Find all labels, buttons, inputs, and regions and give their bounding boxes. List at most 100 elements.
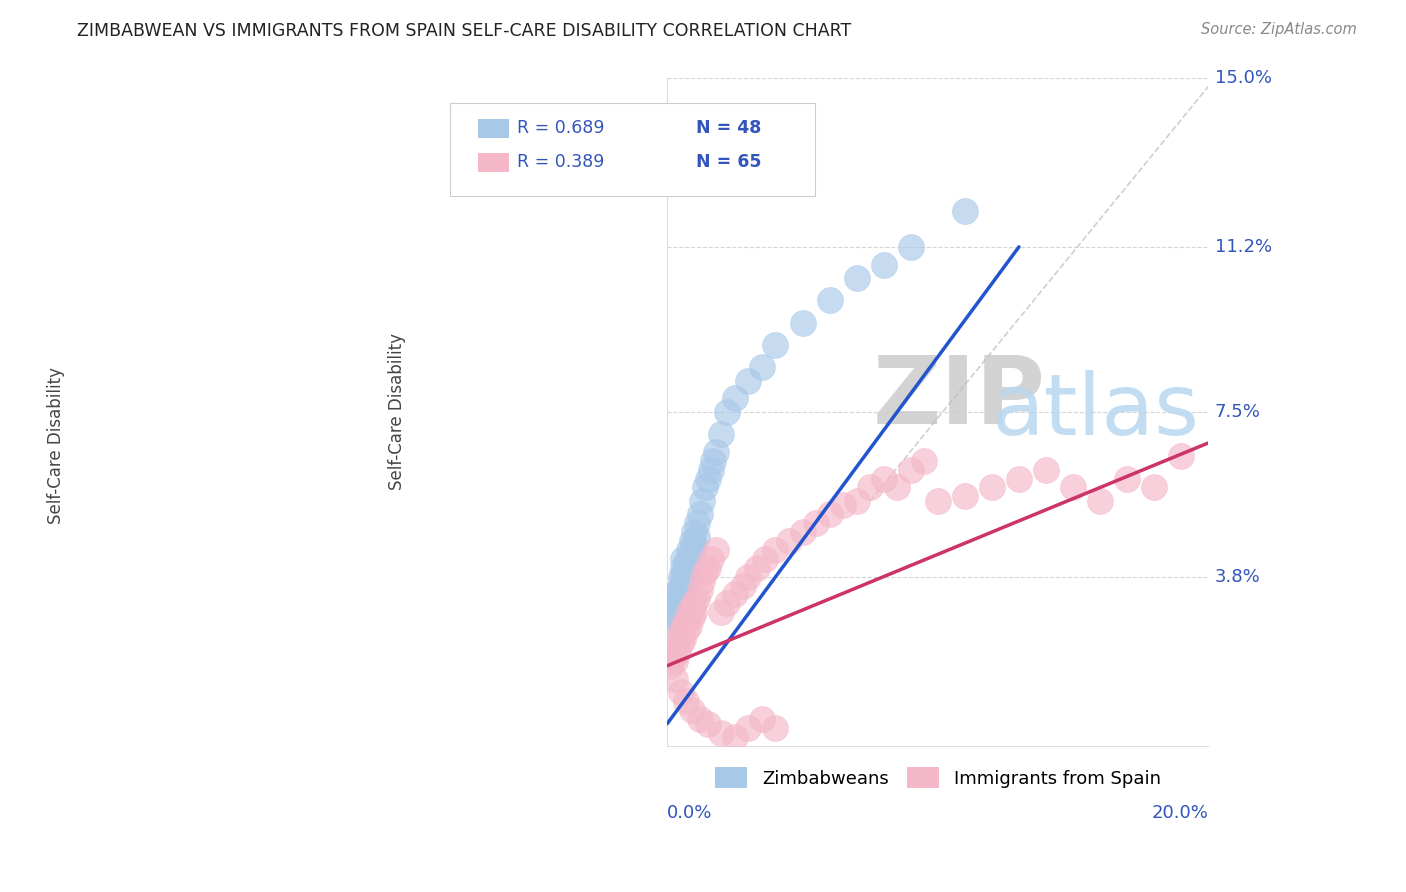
Point (1035, 463, 1057, 477)
Point (724, 587, 747, 601)
Point (681, 533, 703, 548)
Point (1143, 481, 1166, 495)
Point (765, 721, 787, 735)
Point (696, 472, 718, 486)
Point (692, 574, 714, 588)
Point (724, 392, 747, 406)
Point (1088, 494, 1111, 508)
Point (681, 547, 703, 561)
Point (666, 582, 689, 597)
Text: ZIP: ZIP (873, 352, 1046, 444)
Point (669, 596, 692, 610)
Point (724, 730, 747, 744)
Point (658, 605, 681, 619)
Text: R = 0.389: R = 0.389 (517, 153, 605, 171)
Point (681, 609, 703, 624)
Text: Self-Care Disability: Self-Care Disability (388, 334, 406, 491)
Text: R = 0.689: R = 0.689 (517, 120, 605, 137)
Point (832, 498, 855, 512)
Point (873, 258, 896, 272)
Point (900, 463, 922, 477)
Text: atlas: atlas (991, 370, 1199, 453)
Point (702, 454, 724, 468)
Point (675, 565, 697, 579)
Point (710, 605, 733, 619)
Point (675, 623, 697, 637)
Point (804, 516, 827, 530)
Point (672, 632, 695, 646)
Point (704, 445, 727, 459)
Point (672, 551, 695, 566)
Point (683, 605, 706, 619)
Point (686, 591, 709, 606)
Point (873, 472, 896, 486)
Point (675, 556, 697, 570)
Text: N = 65: N = 65 (696, 153, 762, 171)
Point (710, 725, 733, 739)
Point (669, 587, 692, 601)
Text: Self-Care Disability: Self-Care Disability (48, 368, 65, 524)
Point (675, 694, 697, 708)
Point (683, 538, 706, 552)
Text: 20.0%: 20.0% (1152, 804, 1208, 822)
Point (716, 596, 738, 610)
Point (661, 649, 683, 664)
Point (661, 596, 683, 610)
Point (886, 481, 908, 495)
Point (669, 636, 692, 650)
Point (678, 605, 700, 619)
Point (737, 569, 759, 583)
Point (1062, 481, 1084, 495)
Point (751, 360, 773, 375)
Point (666, 605, 689, 619)
Point (737, 721, 759, 735)
Point (678, 542, 700, 557)
Point (754, 551, 776, 566)
Point (678, 560, 700, 574)
Point (765, 542, 787, 557)
Point (664, 640, 686, 655)
Point (675, 578, 697, 592)
Point (678, 618, 700, 632)
Text: N = 48: N = 48 (696, 120, 761, 137)
Point (696, 716, 718, 731)
Point (953, 204, 976, 219)
Point (661, 614, 683, 628)
Text: ZIMBABWEAN VS IMMIGRANTS FROM SPAIN SELF-CARE DISABILITY CORRELATION CHART: ZIMBABWEAN VS IMMIGRANTS FROM SPAIN SELF… (77, 22, 852, 40)
Point (1008, 472, 1031, 486)
Point (669, 578, 692, 592)
Point (672, 582, 695, 597)
Point (669, 627, 692, 641)
Point (710, 427, 733, 442)
Point (686, 516, 709, 530)
Point (927, 494, 949, 508)
Point (953, 490, 976, 504)
Point (778, 533, 800, 548)
Point (683, 596, 706, 610)
Point (699, 551, 721, 566)
Point (900, 240, 922, 254)
Point (699, 463, 721, 477)
Point (681, 600, 703, 615)
Point (686, 529, 709, 543)
Point (689, 582, 711, 597)
Point (664, 587, 686, 601)
Point (695, 481, 717, 495)
Point (818, 507, 841, 521)
Point (792, 524, 814, 539)
Point (683, 524, 706, 539)
Point (681, 703, 703, 717)
Point (669, 569, 692, 583)
Point (664, 654, 686, 668)
Text: 15.0%: 15.0% (1215, 69, 1272, 87)
Point (765, 338, 787, 352)
Point (751, 712, 773, 726)
Point (737, 374, 759, 388)
Point (666, 645, 689, 659)
Legend: Zimbabweans, Immigrants from Spain: Zimbabweans, Immigrants from Spain (706, 758, 1170, 797)
Text: 0.0%: 0.0% (668, 804, 713, 822)
Point (689, 507, 711, 521)
Point (912, 454, 935, 468)
Point (695, 565, 717, 579)
Point (692, 494, 714, 508)
